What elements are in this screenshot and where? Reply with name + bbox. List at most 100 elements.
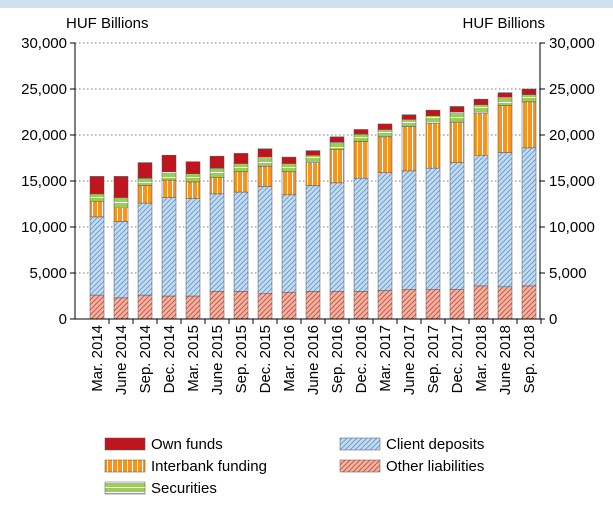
bar-segment	[305, 291, 321, 320]
x-tick-label: Dec. 2017	[449, 325, 466, 393]
y-axis-label: HUF Billions	[66, 15, 149, 32]
bar-segment	[425, 122, 441, 169]
y2-tick-label: 20,000	[549, 127, 595, 144]
bar-segment	[137, 177, 153, 186]
bar-segment	[209, 193, 225, 292]
bar-segment	[161, 154, 177, 173]
bar-segment	[329, 149, 345, 184]
bar-segment	[113, 176, 129, 198]
bar-segment	[521, 88, 537, 95]
y2-tick-label: 10,000	[549, 219, 595, 236]
bar-segment	[233, 171, 249, 193]
bar-segment	[521, 147, 537, 287]
bar-segment	[425, 289, 441, 320]
x-tick-label: Mar. 2016	[281, 325, 298, 392]
bar-segment	[233, 291, 249, 320]
bar-segment	[449, 162, 465, 290]
bar-segment	[473, 154, 489, 287]
bar-segment	[89, 294, 105, 320]
y2-tick-label: 30,000	[549, 35, 595, 52]
bar-segment	[473, 112, 489, 156]
bar-segment	[401, 289, 417, 320]
bar-segment	[305, 162, 321, 186]
bar-segment	[137, 185, 153, 204]
bar-segment	[281, 156, 297, 164]
bar-segment	[377, 129, 393, 138]
y-tick-label: 15,000	[21, 173, 67, 190]
y-tick-label: 20,000	[21, 127, 67, 144]
bar-segment	[521, 94, 537, 103]
bar-segment	[185, 161, 201, 174]
bar-segment	[497, 92, 513, 98]
bar-segment	[209, 291, 225, 320]
legend-swatch	[104, 459, 146, 473]
x-tick-label: Mar. 2017	[377, 325, 394, 392]
bar-segment	[257, 292, 273, 320]
bar-segment	[281, 292, 297, 320]
legend-label: Securities	[151, 480, 217, 497]
bar-segment	[185, 198, 201, 297]
bar-segment	[329, 136, 345, 143]
bar-segment	[233, 163, 249, 173]
bar-segment	[89, 193, 105, 202]
x-tick-label: June 2018	[497, 325, 514, 395]
legend-swatch	[104, 437, 146, 451]
bar-segment	[353, 129, 369, 135]
bar-segment	[425, 167, 441, 290]
bar-segment	[233, 191, 249, 292]
bar-segment	[209, 167, 225, 178]
bar-segment	[161, 197, 177, 297]
y-tick-label: 30,000	[21, 35, 67, 52]
top-band	[0, 0, 613, 8]
bar-segment	[497, 105, 513, 153]
bar-segment	[377, 123, 393, 130]
bar-segment	[497, 286, 513, 320]
bar-segment	[353, 141, 369, 179]
x-tick-label: Sep. 2014	[137, 325, 154, 393]
bar-segment	[497, 97, 513, 106]
bar-segment	[113, 221, 129, 299]
bar-segment	[257, 186, 273, 294]
x-tick-label: Mar. 2015	[185, 325, 202, 392]
x-tick-label: June 2014	[113, 325, 130, 395]
bar-segment	[257, 166, 273, 187]
bar-segment	[185, 173, 201, 183]
bar-segment	[497, 152, 513, 288]
bar-segment	[89, 176, 105, 195]
bar-segment	[473, 285, 489, 320]
bar-segment	[401, 114, 417, 120]
legend-swatch	[104, 481, 146, 495]
bar-segment	[473, 98, 489, 105]
bar-segment	[521, 285, 537, 320]
bar-segment	[185, 181, 201, 199]
y-tick-label: 10,000	[21, 219, 67, 236]
bar-segment	[233, 153, 249, 164]
bar-segment	[161, 179, 177, 198]
bar-segment	[401, 119, 417, 127]
legend-label: Interbank funding	[151, 458, 267, 475]
bar-segment	[113, 197, 129, 208]
bar-segment	[473, 104, 489, 114]
bar-segment	[137, 202, 153, 296]
y-tick-label: 0	[59, 311, 67, 328]
bar-segment	[137, 294, 153, 320]
bar-segment	[377, 290, 393, 320]
bar-segment	[401, 126, 417, 172]
y2-tick-label: 0	[549, 311, 557, 328]
bar-segment	[377, 172, 393, 291]
bar-segment	[137, 162, 153, 179]
bar-segment	[257, 156, 273, 167]
bar-segment	[281, 163, 297, 173]
x-tick-label: June 2015	[209, 325, 226, 395]
x-tick-label: Mar. 2018	[473, 325, 490, 392]
bar-segment	[329, 291, 345, 320]
y-tick-label: 5,000	[29, 265, 67, 282]
x-tick-label: Sep. 2018	[521, 325, 538, 393]
bar-segment	[449, 111, 465, 123]
bar-segment	[425, 115, 441, 124]
y2-tick-label: 25,000	[549, 81, 595, 98]
bar-segment	[521, 101, 537, 149]
x-tick-label: Dec. 2015	[257, 325, 274, 393]
legend-label: Own funds	[151, 436, 223, 453]
legend-swatch	[339, 437, 381, 451]
